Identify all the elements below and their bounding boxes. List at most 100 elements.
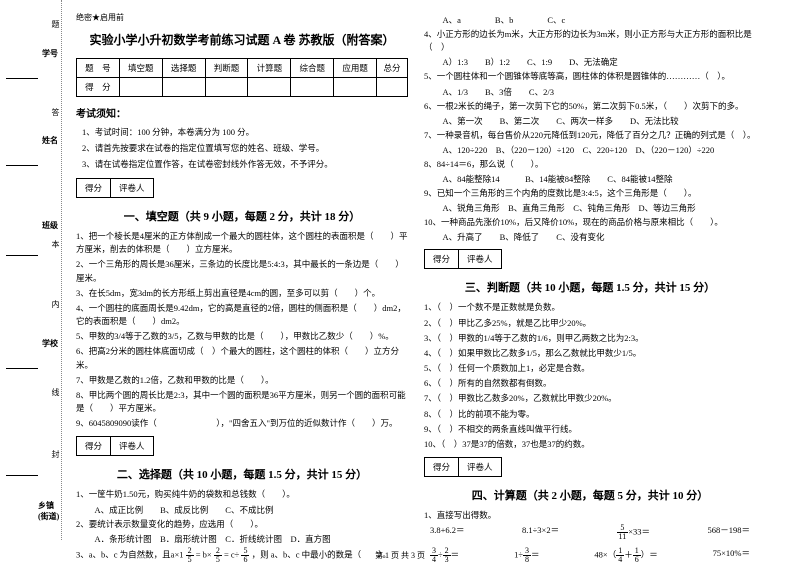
grader-label: 评卷人 <box>459 250 501 268</box>
score-header: 综合题 <box>291 59 334 78</box>
grader-label: 评卷人 <box>459 458 501 476</box>
section-1-heading: 一、填空题（共 9 小题，每题 2 分，共计 18 分） <box>76 208 408 224</box>
calc-lead: 1、直接写出得数。 <box>424 509 756 522</box>
grader-label: 评卷人 <box>111 179 153 197</box>
score-header: 总分 <box>377 59 408 78</box>
options: A、1/3 B、3倍 C、2/3 <box>434 86 756 98</box>
question: 7、（ ）甲数比乙数多20%，乙数就比甲数少20%。 <box>424 392 756 405</box>
calc-item: 3.8+6.2＝ <box>430 524 465 541</box>
notice-heading: 考试须知： <box>76 105 408 120</box>
score-header: 题 号 <box>77 59 120 78</box>
binding-margin: 题 学号 答 姓名 班级 本 内 学校 线 封 乡镇(街道) <box>0 0 62 540</box>
score-row-label: 得 分 <box>77 78 120 97</box>
calc-item: 568－198＝ <box>707 524 750 541</box>
score-cell[interactable] <box>205 78 248 97</box>
question: 1、一筐牛奶1.50元，购买纯牛奶的袋数和总钱数（ ）。 <box>76 488 408 501</box>
question: 3、（ ）甲数的1/4等于乙数的1/6，则甲乙两数之比为2:3。 <box>424 332 756 345</box>
options: A、升高了 B、降低了 C、没有变化 <box>434 231 756 243</box>
notice-item: 3、请在试卷指定位置作答，在试卷密封线外作答无效，不予评分。 <box>82 158 408 170</box>
score-table: 题 号 填空题 选择题 判断题 计算题 综合题 应用题 总分 得 分 <box>76 58 408 97</box>
score-cell[interactable] <box>377 78 408 97</box>
bind-mark: 内 <box>50 300 61 308</box>
question: 7、一种录音机，每台售价从220元降低到120元，降低了百分之几？正确的列式是（… <box>424 129 756 142</box>
notice-item: 2、请首先按要求在试卷的指定位置填写您的姓名、班级、学号。 <box>82 142 408 154</box>
score-cell[interactable] <box>334 78 377 97</box>
section-4-heading: 四、计算题（共 2 小题，每题 5 分，共计 10 分） <box>424 487 756 503</box>
options: A．条形统计图 B．扇形统计图 C．折线统计图 D．直方图 <box>86 533 408 545</box>
question: 2、（ ）甲比乙多25%，就是乙比甲少20%。 <box>424 317 756 330</box>
secrecy-label: 绝密★启用前 <box>76 12 408 23</box>
section-2-heading: 二、选择题（共 10 小题，每题 1.5 分，共计 15 分） <box>76 466 408 482</box>
question: 6、把高2分米的圆柱体底面切成（ ）个最大的圆柱，这个圆柱的体积（ ）立方分米。 <box>76 345 408 371</box>
bind-mark: 答 <box>50 108 61 116</box>
calc-item: 8.1÷3×2＝ <box>522 524 559 541</box>
bind-line <box>6 165 38 166</box>
bind-field-school: 学校 <box>42 338 58 349</box>
calc-row: 3.8+6.2＝ 8.1÷3×2＝ 511×33＝ 568－198＝ <box>424 524 756 541</box>
question: 9、（ ）不相交的两条直线叫做平行线。 <box>424 423 756 436</box>
bind-mark: 线 <box>50 388 61 396</box>
options: A、第一次 B、第二次 C、两次一样多 D、无法比较 <box>434 115 756 127</box>
options: A）1:3 B）1:2 C、1:9 D、无法确定 <box>434 56 756 68</box>
options: A、84能整除14 B、14能被84整除 C、84能被14整除 <box>434 173 756 185</box>
grade-box: 得分 评卷人 <box>76 436 154 456</box>
score-cell[interactable] <box>119 78 162 97</box>
exam-title: 实验小学小升初数学考前练习试题 A 卷 苏教版（附答案） <box>76 31 408 48</box>
question: 4、（ ）如果甲数比乙数多1/5，那么乙数就比甲数少1/5。 <box>424 347 756 360</box>
left-column: 绝密★启用前 实验小学小升初数学考前练习试题 A 卷 苏教版（附答案） 题 号 … <box>68 12 416 540</box>
question: 4、小正方形的边长为m米，大正方形的边长为3m米，则小正方形与大正方形的面积比是… <box>424 28 756 54</box>
table-row: 题 号 填空题 选择题 判断题 计算题 综合题 应用题 总分 <box>77 59 408 78</box>
table-row: 得 分 <box>77 78 408 97</box>
score-cell[interactable] <box>291 78 334 97</box>
score-cell[interactable] <box>162 78 205 97</box>
question: 6、（ ）所有的自然数都有倒数。 <box>424 377 756 390</box>
question: 3、在长5dm，宽3dm的长方形纸上剪出直径是4cm的圆，至多可以剪（ ）个。 <box>76 287 408 300</box>
right-column: A、a B、b C、c 4、小正方形的边长为m米，大正方形的边长为3m米，则小正… <box>416 12 764 540</box>
question: 9、已知一个三角形的三个内角的度数比是3:4:5，这个三角形是（ ）。 <box>424 187 756 200</box>
bind-line <box>6 475 38 476</box>
bind-field-class: 班级 <box>42 220 58 231</box>
options: A、锐角三角形 B、直角三角形 C、钝角三角形 D、等边三角形 <box>434 202 756 214</box>
bind-mark: 题 <box>50 20 61 28</box>
score-header: 判断题 <box>205 59 248 78</box>
grader-label: 评卷人 <box>111 437 153 455</box>
grade-label: 得分 <box>425 250 459 268</box>
question: 6、一根2米长的绳子，第一次剪下它的50%，第二次剪下0.5米，（ ）次剪下的多… <box>424 100 756 113</box>
bind-mark: 本 <box>50 240 61 248</box>
question: 10、（ ）37是37的倍数，37也是37的约数。 <box>424 438 756 451</box>
question: 2、要统计表示数量变化的趋势，应选用（ ）。 <box>76 518 408 531</box>
grade-box: 得分 评卷人 <box>424 457 502 477</box>
question: 5、一个圆柱体和一个圆锥体等底等高，圆柱体的体积是圆锥体的…………（ ）。 <box>424 70 756 83</box>
grade-label: 得分 <box>77 437 111 455</box>
grade-box: 得分 评卷人 <box>424 249 502 269</box>
grade-label: 得分 <box>425 458 459 476</box>
score-cell[interactable] <box>248 78 291 97</box>
bind-field-town: 乡镇(街道) <box>38 500 61 522</box>
options: A、120÷220 B、（220－120）÷120 C、220÷120 D、（2… <box>434 144 756 156</box>
bind-mark: 封 <box>50 450 61 458</box>
question: 9、6045809090读作（ ），"四舍五入"到万位的近似数计作（ ）万。 <box>76 417 408 430</box>
question: 8、84÷14＝6，那么说（ ）。 <box>424 158 756 171</box>
bind-line <box>6 368 38 369</box>
bind-field-name: 姓名 <box>42 135 58 146</box>
page-body: 绝密★启用前 实验小学小升初数学考前练习试题 A 卷 苏教版（附答案） 题 号 … <box>0 0 800 540</box>
grade-box: 得分 评卷人 <box>76 178 154 198</box>
question: 5、（ ）任何一个质数加上1，必定是合数。 <box>424 362 756 375</box>
score-header: 填空题 <box>119 59 162 78</box>
bind-line <box>6 78 38 79</box>
question: 1、（ ）一个数不是正数就是负数。 <box>424 301 756 314</box>
score-header: 应用题 <box>334 59 377 78</box>
calc-item: 511×33＝ <box>617 524 651 541</box>
bind-line <box>6 255 38 256</box>
page-footer: 第 1 页 共 3 页 <box>0 550 800 561</box>
question: 7、甲数是乙数的1.2倍，乙数和甲数的比是（ ）。 <box>76 374 408 387</box>
notice-item: 1、考试时间：100 分钟，本卷满分为 100 分。 <box>82 126 408 138</box>
question: 4、一个圆柱的底面周长是9.42dm，它的高是直径的2倍，圆柱的侧面积是（ ）d… <box>76 302 408 328</box>
question: 5、甲数的3/4等于乙数的3/5，乙数与甲数的比是（ ），甲数比乙数少（ ）%。 <box>76 330 408 343</box>
score-header: 计算题 <box>248 59 291 78</box>
grade-label: 得分 <box>77 179 111 197</box>
question: 8、（ ）比的前项不能为零。 <box>424 408 756 421</box>
options: A、a B、b C、c <box>434 14 756 26</box>
question: 8、甲比两个圆的周长比是2:3，其中一个圆的面积是36平方厘米，则另一个圆的面积… <box>76 389 408 415</box>
question: 10、一种商品先涨价10%，后又降价10%，现在的商品价格与原来相比（ ）。 <box>424 216 756 229</box>
